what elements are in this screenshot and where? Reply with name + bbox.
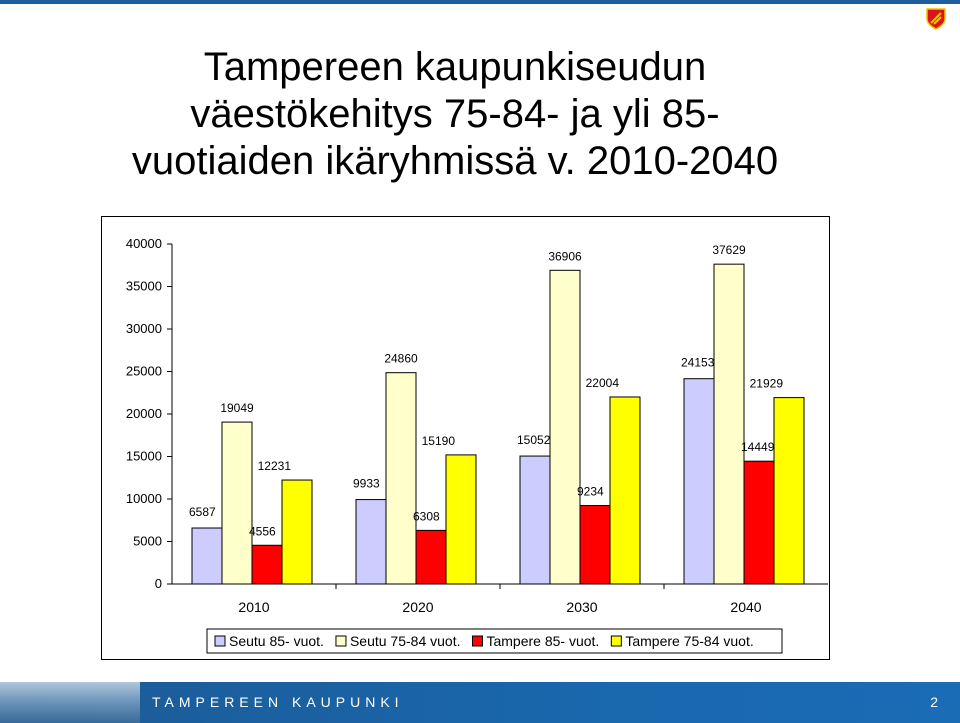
- bar: [579, 505, 611, 585]
- bar-data-label: 36906: [548, 249, 582, 263]
- legend-swatch: [610, 635, 622, 647]
- footer-bar: TAMPEREEN KAUPUNKI 2: [0, 682, 960, 723]
- bar-data-label: 6308: [413, 509, 440, 523]
- legend-label: Tampere 85- vuot.: [486, 633, 599, 649]
- bar: [713, 263, 745, 585]
- bar-chart: 0 5000 10000 15000 20000 25000 30000 35000 40000…: [126, 236, 828, 654]
- x-category-label: 2040: [730, 599, 761, 615]
- bar: [549, 269, 581, 585]
- bar-data-label: 6587: [189, 505, 216, 519]
- bar: [251, 544, 283, 585]
- chart-data-labels: 6587 19049 4556 12231 9933 24860 6308 15190 1505…: [189, 243, 783, 538]
- bar-data-label: 9933: [353, 477, 380, 491]
- bar: [191, 527, 223, 585]
- y-tick-label: 20000: [126, 406, 162, 421]
- bar: [281, 479, 313, 585]
- bar: [743, 460, 775, 585]
- bar: [385, 372, 417, 585]
- legend-label: Tampere 75-84 vuot.: [625, 633, 753, 649]
- bar: [445, 454, 477, 585]
- bar: [221, 421, 253, 585]
- bar-data-label: 15052: [517, 433, 551, 447]
- x-category-label: 2030: [566, 599, 597, 615]
- chart-frame: 0 5000 10000 15000 20000 25000 30000 35000 40000…: [101, 216, 830, 660]
- slide-page-number: 2: [930, 694, 938, 710]
- footer-photo-strip: [0, 682, 140, 723]
- y-tick-label: 15000: [126, 449, 162, 464]
- footer-organization: TAMPEREEN KAUPUNKI: [152, 694, 404, 710]
- chart-bars: [191, 263, 805, 585]
- bar-data-label: 9234: [577, 485, 604, 499]
- bar: [415, 529, 447, 585]
- bar: [773, 397, 805, 585]
- bar-data-label: 4556: [249, 524, 276, 538]
- city-crest-icon: [926, 8, 946, 30]
- y-tick-label: 35000: [126, 279, 162, 294]
- chart-legend: Seutu 85- vuot. Seutu 75-84 vuot. Tampere …: [206, 628, 783, 654]
- bar-data-label: 14449: [741, 440, 775, 454]
- bar-data-label: 22004: [586, 376, 620, 390]
- bar-data-label: 12231: [258, 459, 292, 473]
- y-tick-label: 10000: [126, 491, 162, 506]
- bar: [519, 455, 551, 585]
- legend-swatch: [471, 635, 483, 647]
- bar-data-label: 21929: [750, 377, 784, 391]
- bar: [683, 378, 715, 585]
- bar-data-label: 15190: [422, 434, 456, 448]
- y-tick-label: 25000: [126, 364, 162, 379]
- legend-swatch: [335, 635, 347, 647]
- bar-data-label: 19049: [220, 401, 254, 415]
- x-category-label: 2010: [238, 599, 269, 615]
- x-category-label: 2020: [402, 599, 433, 615]
- legend-label: Seutu 85- vuot.: [229, 633, 324, 649]
- y-tick-label: 40000: [126, 236, 162, 251]
- bar: [609, 396, 641, 585]
- bar-data-label: 24860: [384, 352, 418, 366]
- page-title: Tampereen kaupunkiseudun väestökehitys 7…: [131, 45, 779, 183]
- y-tick-label: 30000: [126, 321, 162, 336]
- legend-box: [206, 628, 783, 654]
- bar-data-label: 24153: [681, 356, 715, 370]
- legend-label: Seutu 75-84 vuot.: [350, 633, 461, 649]
- chart-axes: 0 5000 10000 15000 20000 25000 30000 35000 40000…: [126, 236, 828, 615]
- bar: [355, 499, 387, 585]
- bar-data-label: 37629: [712, 243, 746, 257]
- top-accent-bar: [0, 0, 960, 4]
- y-tick-label: 0: [155, 576, 162, 591]
- legend-swatch: [214, 635, 226, 647]
- y-tick-label: 5000: [133, 534, 162, 549]
